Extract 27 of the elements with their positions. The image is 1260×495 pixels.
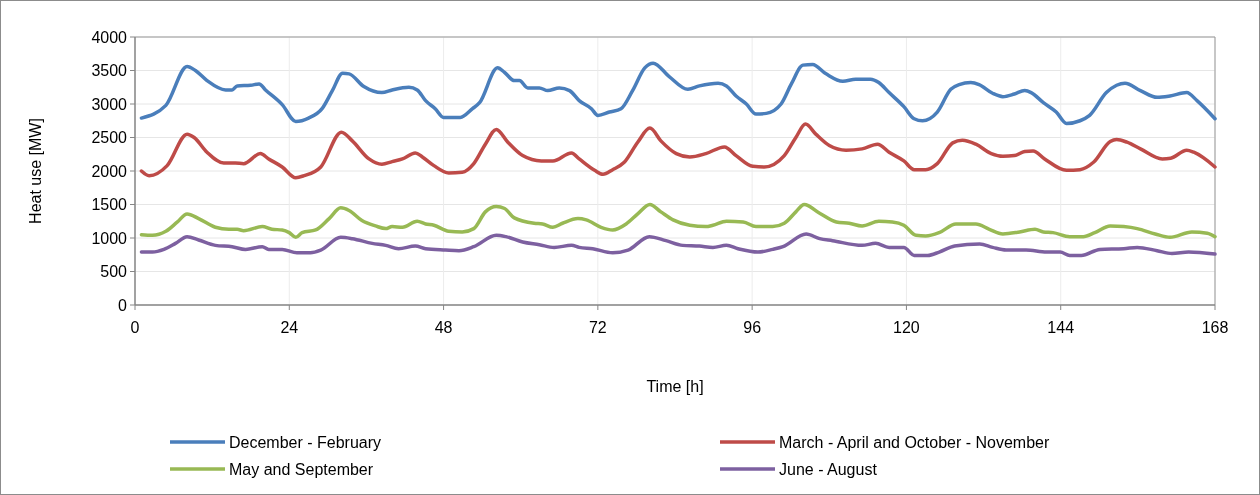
y-axis-title: Heat use [MW] [27,118,44,224]
y-tick-label: 3000 [91,95,128,113]
y-tick-label: 0 [118,296,128,314]
x-tick-label: 96 [743,319,762,336]
y-tick-label: 4000 [91,28,128,46]
y-tick-label: 1500 [91,196,128,214]
x-tick-label: 168 [1201,319,1229,336]
x-tick-label: 24 [280,319,299,336]
x-axis-title: Time [h] [646,378,704,395]
legend-label: December - February [229,433,382,451]
line-series [139,61,1217,126]
y-tick-label: 1000 [91,229,128,247]
line-series [139,232,1217,258]
line-series [139,122,1217,180]
y-tick-label: 500 [100,263,128,281]
x-tick-label: 72 [588,319,607,336]
x-tick-label: 0 [130,319,140,336]
y-tick-label: 2500 [91,129,128,147]
x-tick-label: 48 [434,319,453,336]
x-tick-label: 144 [1047,319,1075,336]
y-tick-label: 2000 [91,162,128,180]
y-tick-label: 3500 [91,62,128,80]
legend-label: March - April and October - November [779,433,1050,451]
legend-label: May and September [229,460,374,478]
x-tick-label: 120 [893,319,920,336]
line-series [139,202,1217,240]
legend-label: June - August [779,460,878,478]
